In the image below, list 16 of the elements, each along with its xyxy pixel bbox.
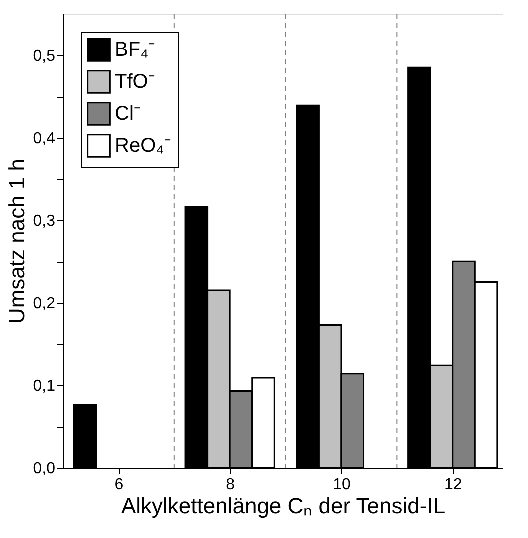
legend-label: ReO₄⁻ xyxy=(115,135,172,157)
x-tick-label: 12 xyxy=(444,476,462,494)
y-tick-label: 0,3 xyxy=(33,212,56,230)
y-tick-label: 0,0 xyxy=(33,460,56,478)
y-tick-label: 0,4 xyxy=(33,130,56,148)
x-tick-label: 6 xyxy=(114,476,124,494)
y-tick-label: 0,1 xyxy=(33,378,56,395)
x-tick-label: 10 xyxy=(333,476,351,494)
y-tick-label: 0,5 xyxy=(33,48,56,65)
legend-label: TfO⁻ xyxy=(115,71,156,93)
y-tick-label: 0,2 xyxy=(33,295,56,312)
x-tick-label: 8 xyxy=(226,476,236,494)
x-axis-title: Alkylkettenlänge Cₙ der Tensid-IL xyxy=(121,494,446,518)
legend-label: Cl⁻ xyxy=(115,103,141,125)
y-axis-title: Umsatz nach 1 h xyxy=(4,158,30,324)
legend-label: BF₄⁻ xyxy=(115,39,156,61)
